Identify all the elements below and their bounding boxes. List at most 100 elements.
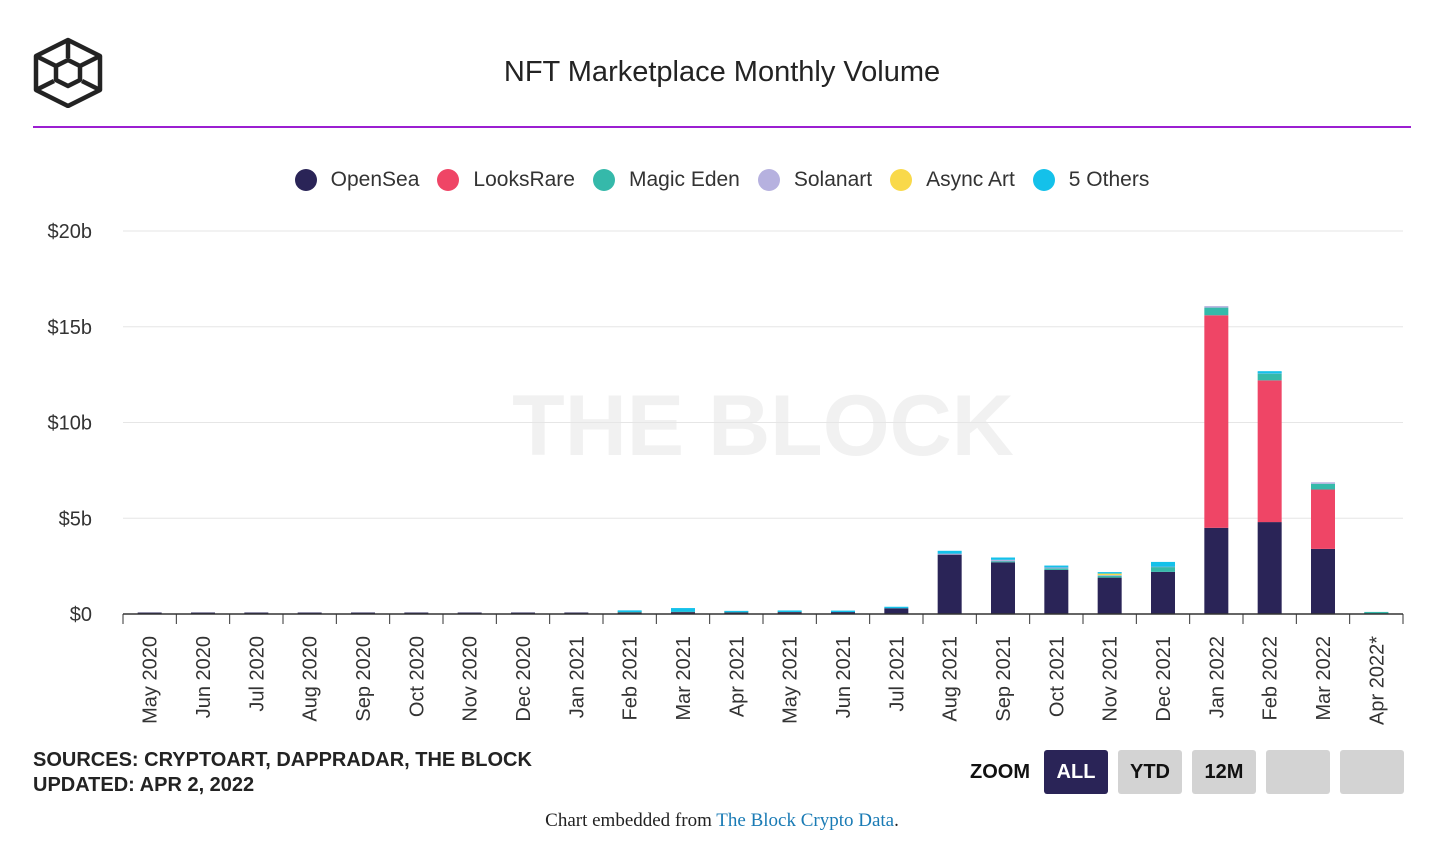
- bar-segment: [1044, 566, 1069, 569]
- zoom-button-12m[interactable]: 12M: [1192, 750, 1256, 794]
- x-tick-label: Feb 2021: [620, 636, 642, 721]
- x-tick-label: Sep 2020: [353, 636, 375, 722]
- bar-segment: [1311, 548, 1335, 614]
- x-tick-label: Jan 2021: [566, 636, 588, 718]
- y-tick-label: $15b: [48, 317, 93, 339]
- zoom-label: ZOOM: [970, 760, 1030, 783]
- x-tick-label: Jan 2022: [1206, 636, 1228, 718]
- bar-segment: [1204, 307, 1229, 316]
- x-tick-label: May 2020: [140, 636, 162, 724]
- bar-segment: [1204, 315, 1229, 528]
- x-tick-label: Aug 2021: [940, 636, 962, 722]
- bar-segment: [1151, 571, 1175, 614]
- bar-segment: [1257, 373, 1282, 381]
- bar-segment: [617, 612, 642, 614]
- bar-segment: [884, 606, 909, 609]
- legend-item[interactable]: Solanart: [757, 168, 873, 192]
- bar-segment: [1151, 561, 1175, 567]
- bar-segment: [724, 610, 749, 613]
- bar-segment: [991, 559, 1015, 562]
- x-tick-label: Oct 2020: [406, 636, 428, 717]
- x-tick-label: Sep 2021: [993, 636, 1015, 722]
- legend-item[interactable]: Async Art: [890, 168, 1015, 192]
- bar-segment: [937, 554, 962, 614]
- bar-segment: [724, 612, 749, 614]
- bar-segment: [937, 550, 962, 554]
- bar-segment: [1257, 522, 1282, 614]
- legend-swatch: [757, 169, 780, 191]
- bar-segment: [617, 610, 642, 613]
- title-divider: [33, 126, 1411, 128]
- zoom-button-ytd[interactable]: YTD: [1118, 750, 1182, 794]
- bar-segment: [884, 608, 909, 614]
- footer-link[interactable]: The Block Crypto Data: [716, 810, 895, 831]
- chart-legend: OpenSea LooksRare Magic Eden Solanart Async …: [0, 168, 1444, 192]
- legend-swatch: [437, 169, 460, 191]
- x-tick-label: Mar 2021: [673, 636, 695, 721]
- legend-swatch: [592, 169, 615, 191]
- bar-segment: [777, 610, 802, 612]
- x-tick-label: Jun 2020: [193, 636, 215, 718]
- legend-label: Magic Eden: [628, 168, 740, 191]
- bar-segment: [1311, 483, 1335, 490]
- y-tick-label: $0: [70, 604, 92, 626]
- x-tick-label: Jul 2020: [246, 636, 268, 712]
- bar-segment: [1097, 575, 1122, 578]
- x-tick-label: Nov 2020: [460, 636, 482, 722]
- legend-label: 5 Others: [1068, 168, 1150, 191]
- legend-item[interactable]: 5 Others: [1032, 168, 1150, 192]
- bar-segment: [1151, 567, 1175, 572]
- legend-label: Async Art: [926, 168, 1015, 191]
- bar-segment: [991, 557, 1015, 560]
- bar-segment: [1257, 371, 1282, 374]
- bar-segment: [777, 612, 802, 614]
- legend-item[interactable]: Magic Eden: [592, 168, 740, 192]
- x-tick-label: Apr 2022*: [1366, 636, 1388, 725]
- footer-credit: Chart embedded from The Block Crypto Dat…: [0, 810, 1444, 832]
- bar-segment: [1311, 489, 1335, 549]
- bar-segment: [937, 553, 962, 555]
- legend-label: Solanart: [793, 168, 873, 191]
- legend-label: LooksRare: [473, 168, 575, 191]
- legend-swatch: [890, 169, 913, 191]
- updated-text: UPDATED: APR 2, 2022: [33, 774, 255, 796]
- legend-label: OpenSea: [330, 168, 420, 191]
- legend-item[interactable]: OpenSea: [294, 168, 420, 192]
- bar-segment: [1097, 577, 1122, 614]
- bar-segment: [831, 610, 855, 613]
- zoom-button-all[interactable]: ALL: [1044, 750, 1108, 794]
- legend-item[interactable]: LooksRare: [437, 168, 575, 192]
- cube-icon: [33, 37, 103, 108]
- x-tick-label: Jun 2021: [833, 636, 855, 718]
- x-tick-label: Dec 2020: [513, 636, 535, 722]
- x-tick-label: Apr 2021: [726, 636, 748, 717]
- chart-title: NFT Marketplace Monthly Volume: [503, 56, 941, 88]
- bar-segment: [1097, 573, 1122, 576]
- x-tick-label: Nov 2021: [1100, 636, 1122, 722]
- x-tick-label: Oct 2021: [1046, 636, 1068, 717]
- x-tick-label: Jul 2021: [886, 636, 908, 712]
- bar-segment: [671, 612, 695, 614]
- watermark: THE BLOCK: [512, 378, 1014, 474]
- bar-segment: [831, 612, 855, 614]
- zoom-button-blank[interactable]: [1340, 750, 1404, 794]
- x-tick-label: Dec 2021: [1153, 636, 1175, 722]
- bar-segment: [671, 608, 695, 612]
- bar-segment: [1097, 572, 1122, 574]
- x-tick-label: Aug 2020: [300, 636, 322, 722]
- zoom-button-blank[interactable]: [1266, 750, 1330, 794]
- bar-segment: [1311, 482, 1335, 484]
- sources-block: SOURCES: CRYPTOART, DAPPRADAR, THE BLOCK…: [33, 748, 532, 798]
- bar-segment: [991, 562, 1015, 614]
- footer-suffix: .: [894, 810, 899, 831]
- x-tick-label: Feb 2022: [1260, 636, 1282, 721]
- x-tick-label: Mar 2022: [1313, 636, 1335, 721]
- bar-segment: [1044, 565, 1069, 568]
- y-tick-label: $20b: [48, 221, 93, 243]
- bar-segment: [1204, 306, 1229, 308]
- bar-segment: [1044, 568, 1069, 570]
- legend-swatch: [294, 169, 317, 191]
- x-tick-label: May 2021: [780, 636, 802, 724]
- bar-segment: [991, 560, 1015, 563]
